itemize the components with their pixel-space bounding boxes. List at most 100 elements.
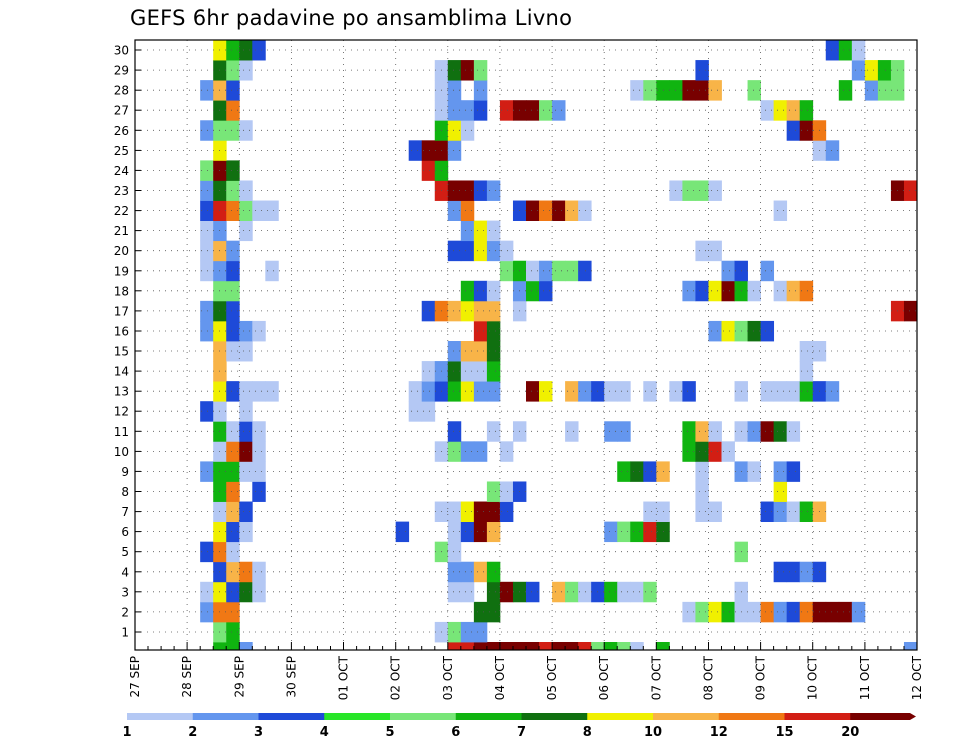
heatmap-cell — [239, 421, 253, 442]
heatmap-cell — [799, 280, 814, 302]
heatmap-cell — [682, 601, 696, 623]
heatmap-cell — [682, 280, 696, 302]
heatmap-cell — [721, 441, 735, 462]
heatmap-cell — [708, 601, 722, 623]
heatmap-cell — [604, 642, 618, 651]
heatmap-cell — [799, 501, 814, 522]
heatmap-cell — [552, 581, 566, 603]
heatmap-cell — [200, 461, 214, 482]
heatmap-cell — [265, 200, 279, 221]
heatmap-cell — [669, 80, 683, 101]
y-tick-label: 20 — [114, 244, 129, 258]
heatmap-cell — [226, 180, 240, 201]
heatmap-cell — [473, 521, 488, 543]
heatmap-cell — [617, 421, 631, 442]
heatmap-cell — [695, 80, 709, 101]
heatmap-cell — [239, 501, 253, 522]
heatmap-cell — [200, 80, 214, 101]
heatmap-cell — [486, 581, 501, 603]
heatmap-cell — [604, 421, 618, 442]
heatmap-cell — [630, 461, 644, 482]
heatmap-cell — [213, 642, 227, 651]
colorbar-label: 15 — [775, 725, 793, 740]
heatmap-cell — [708, 501, 722, 522]
heatmap-cell — [512, 642, 527, 651]
heatmap-cell — [460, 220, 475, 242]
heatmap-cell — [460, 521, 475, 543]
heatmap-cell — [226, 100, 240, 121]
heatmap-cell — [447, 300, 462, 322]
heatmap-cell — [486, 642, 501, 651]
heatmap-cell — [747, 601, 761, 623]
heatmap-cell — [460, 642, 475, 651]
heatmap-cell — [526, 642, 540, 651]
y-tick-label: 6 — [121, 525, 129, 539]
heatmap-cell — [617, 381, 631, 402]
heatmap-cell — [226, 120, 240, 141]
heatmap-cell — [825, 140, 840, 161]
heatmap-cell — [760, 381, 775, 402]
heatmap-cell — [786, 421, 801, 442]
heatmap-cell — [239, 441, 253, 462]
heatmap-cell — [486, 481, 501, 502]
heatmap-cell — [656, 642, 670, 651]
heatmap-cell — [447, 100, 462, 121]
heatmap-cell — [486, 601, 501, 623]
heatmap-cell — [473, 60, 488, 81]
colorbar-swatch — [258, 713, 325, 720]
x-tick-label: 30 SEP — [284, 656, 298, 698]
x-tick-label: 08 OCT — [702, 655, 716, 700]
x-tick-label: 06 OCT — [597, 655, 611, 700]
heatmap-cell — [565, 581, 579, 603]
heatmap-cell — [200, 180, 214, 201]
heatmap-cell — [643, 381, 657, 402]
colorbar-label: 1 — [122, 725, 131, 740]
y-axis: 1234567891011121314151617181920212223242… — [114, 44, 141, 640]
heatmap-cell — [447, 561, 462, 583]
heatmap-cell — [786, 120, 801, 141]
heatmap-cell — [799, 381, 814, 402]
heatmap-cell — [200, 300, 214, 322]
heatmap-cell — [239, 381, 253, 402]
heatmap-cell — [565, 260, 579, 282]
heatmap-cell — [565, 642, 579, 651]
heatmap-cell — [473, 240, 488, 262]
heatmap-cell — [499, 260, 514, 282]
heatmap-cell — [252, 561, 266, 583]
heatmap-cell — [695, 601, 709, 623]
heatmap-cell — [708, 320, 722, 342]
heatmap-cell — [447, 642, 462, 651]
heatmap-cell — [200, 120, 214, 141]
heatmap-cell — [786, 381, 801, 402]
heatmap-cell — [630, 642, 644, 651]
heatmap-cell — [499, 240, 514, 262]
heatmap-cell — [239, 341, 253, 362]
heatmap-cell — [486, 421, 501, 442]
y-tick-label: 10 — [114, 445, 129, 459]
colorbar-swatch — [784, 713, 851, 720]
colorbar-swatch — [127, 713, 194, 720]
heatmap-cell — [226, 421, 240, 442]
heatmap-cell — [526, 260, 540, 282]
heatmap-cell — [747, 280, 761, 302]
heatmap-cell — [473, 80, 488, 101]
heatmap-cell — [773, 280, 788, 302]
heatmap-cell — [473, 100, 488, 121]
colorbar-label: 5 — [385, 725, 394, 740]
heatmap-cell — [239, 320, 253, 342]
colorbar-swatch — [850, 713, 916, 720]
heatmap-cell — [239, 642, 253, 651]
heatmap-cell — [539, 280, 553, 302]
colorbar-label: 3 — [254, 725, 263, 740]
heatmap-cell — [226, 381, 240, 402]
heatmap-cell — [447, 581, 462, 603]
heatmap-cell — [460, 581, 475, 603]
heatmap-cell — [447, 240, 462, 262]
heatmap-cell — [460, 441, 475, 462]
x-axis: 27 SEP 28 SEP 29 SEP 30 SEP 01 OCT 02 OCT 03 O… — [128, 642, 924, 700]
heatmap-cell — [786, 461, 801, 482]
heatmap-cell — [226, 541, 240, 563]
heatmap-cell — [851, 40, 866, 61]
heatmap-cell — [473, 561, 488, 583]
